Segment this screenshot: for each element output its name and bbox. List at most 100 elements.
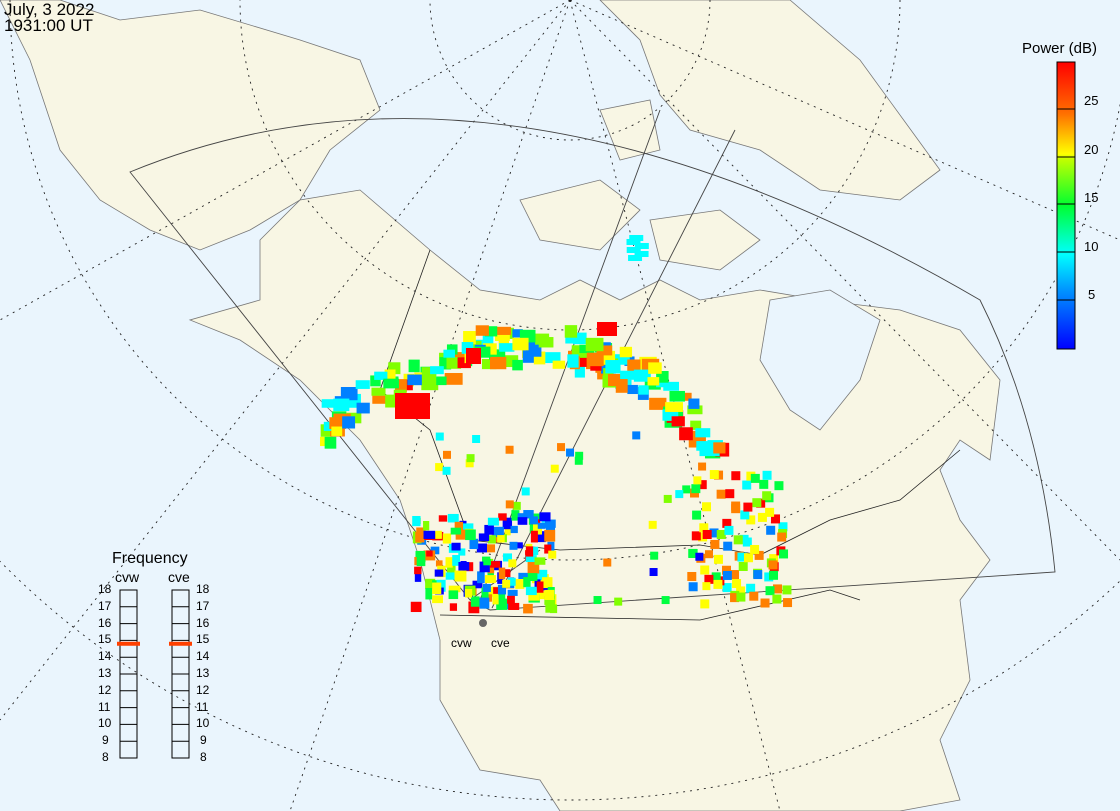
- arctic-island: [599, 99, 661, 161]
- echo-cell: [725, 489, 735, 499]
- site-label-cve: cve: [491, 636, 510, 650]
- echo-cell: [372, 395, 390, 404]
- echo-cell: [507, 577, 516, 586]
- echo-cell: [511, 510, 520, 521]
- echo-cell: [474, 346, 491, 358]
- echo-cell: [527, 573, 538, 581]
- echo-cell: [466, 348, 481, 364]
- echo-cell: [716, 529, 726, 539]
- echo-cell: [656, 378, 669, 388]
- echo-cell: [544, 589, 555, 600]
- echo-cell: [730, 570, 740, 580]
- frequency-scale-label: 10: [98, 716, 112, 731]
- frequency-scale-label: 8: [102, 750, 109, 764]
- echo-cell: [772, 594, 782, 604]
- echo-cell: [492, 526, 504, 538]
- echo-cell: [503, 355, 519, 368]
- echo-cell: [544, 595, 555, 605]
- echo-cell: [536, 581, 544, 593]
- echo-cell: [465, 459, 474, 468]
- colorbar-tick: 20: [1084, 142, 1099, 157]
- echo-cell: [544, 529, 556, 542]
- frequency-scale-label: 11: [196, 699, 209, 714]
- echo-cell: [722, 565, 732, 575]
- echo-cell: [487, 544, 496, 553]
- echo-cell: [597, 370, 609, 380]
- echo-cell: [512, 337, 529, 351]
- echo-cell: [408, 359, 420, 373]
- echo-cell: [566, 448, 575, 457]
- echo-cell: [355, 380, 370, 389]
- echo-cell: [693, 476, 702, 485]
- echo-cell: [436, 376, 447, 386]
- echo-cell: [614, 597, 623, 606]
- echo-cell: [759, 479, 769, 489]
- echo-cell: [502, 579, 511, 588]
- echo-cell: [710, 539, 720, 549]
- colorbar-title: Power (dB): [1022, 40, 1098, 57]
- frequency-scale-label: 12: [196, 682, 210, 697]
- echo-cell: [765, 586, 775, 596]
- echo-cell: [342, 416, 356, 429]
- frequency-scale-label: 15: [196, 632, 210, 647]
- echo-cell: [690, 420, 702, 430]
- echo-cell: [535, 531, 546, 543]
- echo-cell: [749, 591, 759, 601]
- echo-cell: [395, 379, 407, 393]
- echo-cell: [470, 596, 480, 607]
- echo-cell: [682, 485, 691, 494]
- echo-cell: [505, 445, 514, 454]
- echo-cell: [488, 566, 495, 574]
- echo-cell: [483, 559, 492, 566]
- echo-cell: [493, 587, 501, 594]
- echo-cell: [412, 515, 421, 527]
- time-label: 1931:00 UT: [4, 16, 93, 35]
- echo-cell: [407, 374, 422, 386]
- echo-cell: [533, 351, 546, 365]
- echo-cell: [487, 535, 496, 544]
- echo-cell: [603, 558, 612, 567]
- frequency-scale-label: 18: [98, 582, 112, 596]
- echo-cell: [663, 494, 672, 503]
- echo-cell: [742, 537, 752, 547]
- echo-cell: [434, 569, 444, 577]
- fan-outline: [129, 118, 1056, 611]
- echo-cell: [450, 527, 462, 535]
- echo-cell: [449, 603, 458, 611]
- echo-cell: [484, 575, 496, 584]
- echo-cell: [466, 454, 475, 463]
- echo-cell: [395, 393, 430, 419]
- frequency-scale-label: 10: [196, 716, 210, 731]
- echo-cell: [695, 428, 711, 438]
- echo-cell: [446, 356, 462, 369]
- echo-cell: [425, 587, 433, 600]
- echo-cell: [769, 570, 779, 580]
- echo-cell: [743, 553, 753, 563]
- echo-cell: [356, 402, 370, 414]
- land: [0, 0, 1001, 811]
- echo-cell: [465, 529, 476, 541]
- echo-cell: [634, 243, 649, 249]
- echo-cell: [537, 591, 549, 600]
- frequency-marker: [169, 641, 192, 646]
- echo-cell: [709, 470, 719, 480]
- echo-cell: [746, 515, 756, 525]
- echo-cell: [523, 510, 534, 519]
- echo-cell: [738, 561, 748, 571]
- echo-cell: [675, 490, 684, 499]
- echo-cell: [528, 592, 540, 601]
- echo-cell: [626, 239, 641, 245]
- echo-cell: [699, 523, 709, 533]
- greenland: [599, 0, 941, 201]
- echo-cell: [627, 384, 638, 395]
- echo-cell: [779, 549, 789, 559]
- echo-cell: [634, 251, 649, 257]
- echo-cell: [518, 572, 531, 580]
- echo-cell: [523, 336, 536, 351]
- echo-cell: [502, 517, 513, 530]
- echo-cell: [371, 387, 386, 396]
- echo-cell: [732, 579, 742, 589]
- echo-cell: [503, 553, 513, 562]
- echo-cell: [713, 442, 726, 454]
